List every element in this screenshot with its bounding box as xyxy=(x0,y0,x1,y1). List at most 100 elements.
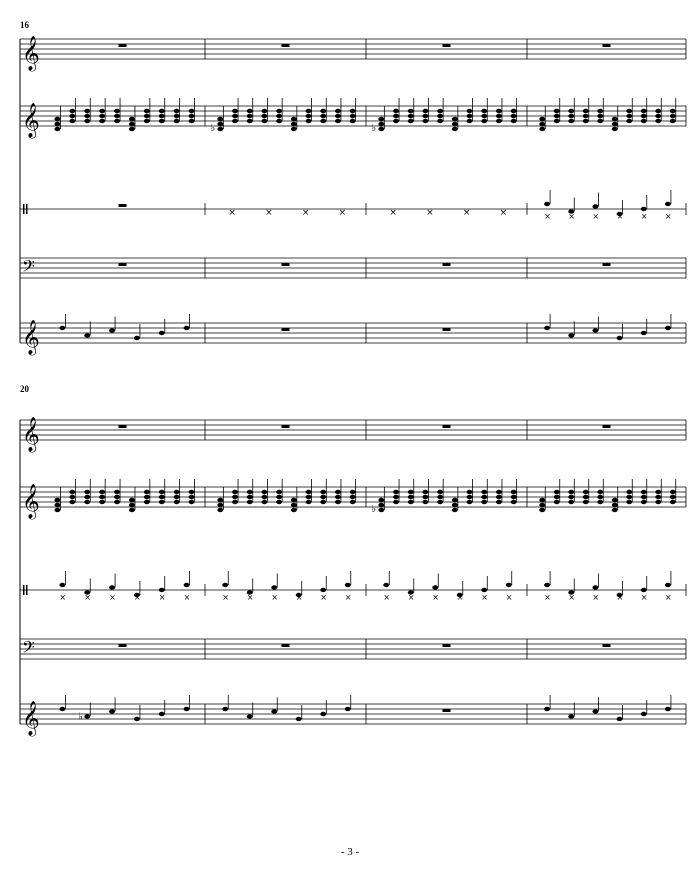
x-notehead: × xyxy=(481,593,488,602)
x-notehead: × xyxy=(265,208,273,218)
whole-rest xyxy=(281,263,290,266)
notehead xyxy=(568,113,575,119)
notehead xyxy=(246,499,253,505)
notehead xyxy=(616,716,623,722)
notehead xyxy=(320,499,327,505)
notehead xyxy=(437,489,444,495)
notehead xyxy=(383,582,390,588)
notehead xyxy=(495,494,502,500)
notehead xyxy=(597,113,604,119)
notehead xyxy=(295,716,302,722)
bass-clef-icon: 𝄢 xyxy=(22,637,35,661)
notehead xyxy=(544,325,551,331)
notehead xyxy=(568,209,575,214)
notehead xyxy=(495,108,502,114)
x-notehead: × xyxy=(432,593,439,602)
notehead xyxy=(640,494,647,500)
notehead xyxy=(114,108,121,114)
flat-icon: ♭ xyxy=(78,712,83,723)
notehead xyxy=(510,108,517,114)
measure-number-system-2: 20 xyxy=(20,384,29,394)
notehead xyxy=(568,489,575,495)
notehead xyxy=(553,489,560,495)
whole-rest xyxy=(118,44,127,47)
whole-rest xyxy=(281,44,290,47)
notehead xyxy=(640,108,647,114)
notehead xyxy=(69,113,76,119)
notehead xyxy=(539,497,546,503)
notehead xyxy=(592,709,599,714)
notehead xyxy=(611,507,618,513)
notehead xyxy=(305,108,312,114)
notehead xyxy=(553,494,560,500)
notehead xyxy=(592,328,599,333)
notehead xyxy=(349,499,356,505)
notehead xyxy=(271,709,278,714)
x-notehead: × xyxy=(592,212,599,221)
notehead xyxy=(597,489,604,495)
notehead xyxy=(246,590,253,595)
notehead xyxy=(626,489,633,495)
percussion-clef-icon xyxy=(23,204,25,214)
percussion-clef-icon xyxy=(23,585,25,595)
notehead xyxy=(592,204,599,209)
notehead xyxy=(84,333,91,338)
notehead xyxy=(158,330,165,336)
notehead xyxy=(84,489,91,495)
notehead xyxy=(640,711,647,717)
notehead xyxy=(669,489,676,495)
notehead xyxy=(143,118,150,124)
notehead xyxy=(481,499,488,505)
notehead xyxy=(568,714,575,719)
x-notehead: × xyxy=(665,593,672,602)
notehead xyxy=(432,585,439,590)
notehead xyxy=(597,118,604,124)
whole-rest xyxy=(442,328,451,331)
notehead xyxy=(611,497,618,503)
notehead xyxy=(539,507,546,513)
notehead xyxy=(393,118,400,124)
notehead xyxy=(626,118,633,124)
notehead xyxy=(183,582,190,588)
notehead xyxy=(640,587,647,593)
notehead xyxy=(664,325,671,331)
notehead xyxy=(217,502,224,508)
notehead xyxy=(320,494,327,500)
whole-rest xyxy=(442,44,451,47)
whole-rest xyxy=(602,44,611,47)
x-notehead: × xyxy=(641,212,648,221)
notehead xyxy=(481,489,488,495)
notehead xyxy=(378,502,385,508)
notehead xyxy=(84,714,91,719)
notehead xyxy=(173,108,180,114)
notehead xyxy=(158,108,165,114)
x-notehead: × xyxy=(617,212,624,221)
notehead xyxy=(54,497,61,503)
notehead xyxy=(510,489,517,495)
notehead xyxy=(640,499,647,505)
notehead xyxy=(592,585,599,590)
notehead xyxy=(261,494,268,500)
system-2: 𝄞𝄞 ♭× × × × × × × × × × × × × × × × × × × × × × × ×𝄢𝄞 ♭ xyxy=(19,417,687,737)
staff-5: 𝄞 xyxy=(20,314,687,356)
notehead xyxy=(344,706,351,712)
notehead xyxy=(334,113,341,119)
notehead xyxy=(173,489,180,495)
notehead xyxy=(451,121,458,127)
notehead xyxy=(305,499,312,505)
notehead xyxy=(128,126,135,132)
notehead xyxy=(437,118,444,124)
notehead xyxy=(655,499,662,505)
notehead xyxy=(84,499,91,505)
notehead xyxy=(276,499,283,505)
notehead xyxy=(669,499,676,505)
notehead xyxy=(481,587,488,593)
notehead xyxy=(84,118,91,124)
notehead xyxy=(128,121,135,127)
notehead xyxy=(407,118,414,124)
treble-clef-icon: 𝄞 xyxy=(22,484,40,520)
notehead xyxy=(393,494,400,500)
treble-clef-icon: 𝄞 xyxy=(22,701,40,737)
x-notehead: × xyxy=(568,593,575,602)
flat-icon: ♭ xyxy=(210,123,215,134)
